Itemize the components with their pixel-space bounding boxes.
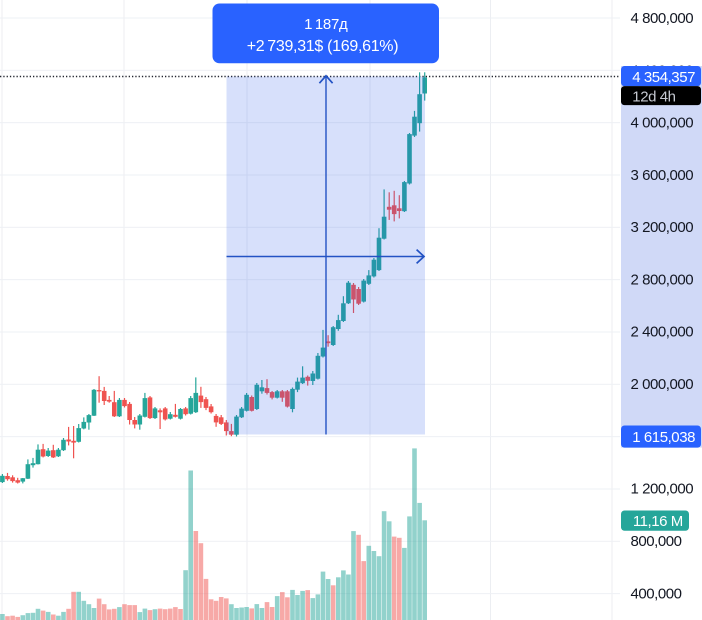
svg-text:1 200,000: 1 200,000: [631, 481, 694, 498]
svg-text:12d 4h: 12d 4h: [632, 88, 675, 105]
svg-text:400,000: 400,000: [631, 585, 682, 602]
svg-text:4 000,000: 4 000,000: [631, 115, 694, 132]
svg-text:4 354,357: 4 354,357: [632, 69, 695, 86]
svg-text:1 187д: 1 187д: [304, 16, 348, 33]
svg-text:1 615,038: 1 615,038: [632, 429, 695, 446]
svg-text:2 800,000: 2 800,000: [631, 272, 694, 289]
svg-text:11,16 M: 11,16 M: [633, 513, 683, 530]
svg-text:2 400,000: 2 400,000: [631, 324, 694, 341]
svg-text:+2 739,31$ (169,61%): +2 739,31$ (169,61%): [247, 38, 399, 55]
svg-text:3 600,000: 3 600,000: [631, 167, 694, 184]
svg-text:4 800,000: 4 800,000: [631, 10, 694, 27]
svg-text:800,000: 800,000: [631, 533, 682, 550]
svg-text:2 000,000: 2 000,000: [631, 376, 694, 393]
svg-text:3 200,000: 3 200,000: [631, 219, 694, 236]
